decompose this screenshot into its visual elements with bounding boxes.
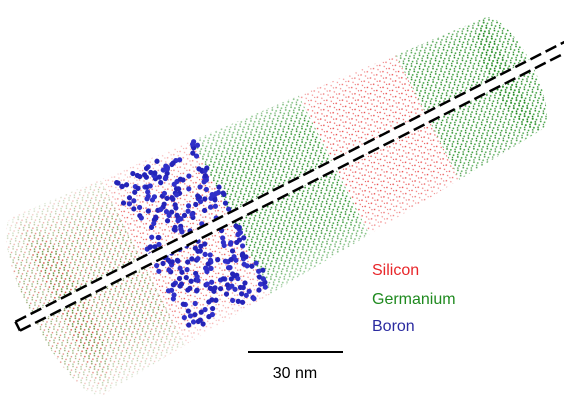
legend-boron: Boron [372, 318, 415, 335]
page: Silicon Germanium Boron 30 nm (() => { c… [0, 0, 564, 402]
legend-germanium: Germanium [372, 291, 456, 308]
image: Silicon Germanium Boron 30 nm [0, 0, 564, 402]
nanowire [0, 0, 564, 402]
scale-bar-label: 30 nm [273, 365, 317, 382]
shading [0, 0, 564, 402]
legend-silicon: Silicon [372, 262, 419, 279]
